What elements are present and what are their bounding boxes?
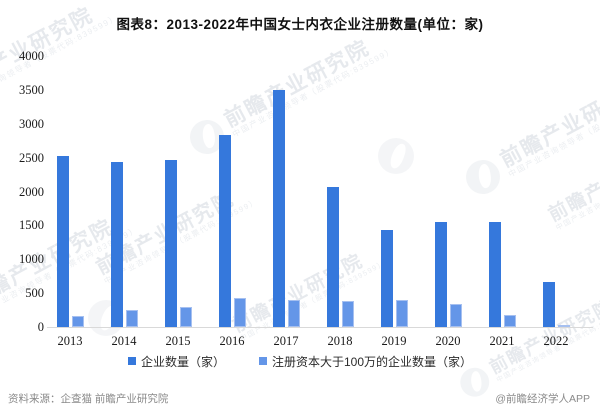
bar-enterprise-count <box>434 222 447 327</box>
bar-group <box>379 56 409 327</box>
bar-enterprise-count <box>272 90 285 327</box>
legend-label: 注册资本大于100万的企业数量（家） <box>271 354 473 369</box>
bar-registered-capital-gt-1m <box>71 316 84 327</box>
bar-registered-capital-gt-1m <box>557 325 570 327</box>
credit-note: @前瞻经济学人APP <box>495 393 590 405</box>
bar-group <box>541 56 571 327</box>
bar-group <box>487 56 517 327</box>
bar-group <box>271 56 301 327</box>
footer: 资料来源：企查猫 前瞻产业研究院 @前瞻经济学人APP <box>0 389 600 409</box>
legend-label: 企业数量（家） <box>140 354 225 369</box>
bar-registered-capital-gt-1m <box>179 307 192 327</box>
bar-enterprise-count <box>56 156 69 327</box>
y-tick-label: 1000 <box>19 252 44 267</box>
y-tick-label: 1500 <box>19 218 44 233</box>
y-tick-label: 4000 <box>19 49 44 63</box>
bar-group <box>433 56 463 327</box>
x-tick-label: 2020 <box>435 334 461 348</box>
bar-group <box>55 56 85 327</box>
bar-enterprise-count <box>164 160 177 327</box>
watermark: 前瞻产业研究院中国产业咨询领导者（股票代码:839599） <box>455 287 600 402</box>
legend-item: 企业数量（家） <box>127 353 225 370</box>
bar-enterprise-count <box>326 187 339 327</box>
x-tick-label: 2018 <box>327 334 353 348</box>
bar-enterprise-count <box>488 222 501 327</box>
y-tick-label: 0 <box>37 320 44 334</box>
x-tick-label: 2016 <box>219 334 245 348</box>
bar-registered-capital-gt-1m <box>341 301 354 327</box>
y-tick-label: 500 <box>25 286 44 301</box>
bar-group <box>163 56 193 327</box>
y-tick-label: 3000 <box>19 116 44 131</box>
bar-group <box>217 56 247 327</box>
bar-group <box>109 56 139 327</box>
bar-registered-capital-gt-1m <box>395 300 408 327</box>
bar-enterprise-count <box>542 282 555 327</box>
watermark-subtext: 中国产业咨询领导者（股票代码:839599） <box>238 258 387 344</box>
bar-registered-capital-gt-1m <box>125 310 138 327</box>
x-axis-baseline <box>47 327 593 328</box>
y-tick-label: 2500 <box>19 150 44 165</box>
x-tick-label: 2019 <box>381 334 407 348</box>
bar-registered-capital-gt-1m <box>287 300 300 327</box>
bar-enterprise-count <box>218 135 231 327</box>
bar-registered-capital-gt-1m <box>503 315 516 327</box>
bar-registered-capital-gt-1m <box>449 304 462 327</box>
source-note: 资料来源：企查猫 前瞻产业研究院 <box>8 393 169 405</box>
y-tick-label: 2000 <box>19 184 44 199</box>
chart-title: 图表8：2013-2022年中国女士内衣企业注册数量(单位：家) <box>116 17 484 32</box>
x-tick-label: 2021 <box>489 334 515 348</box>
bar-group <box>325 56 355 327</box>
x-tick-label: 2013 <box>57 334 83 348</box>
x-tick-label: 2014 <box>111 334 137 348</box>
watermark: 前瞻产业研究院中国产业咨询领导者（股票代码:839599） <box>229 242 387 344</box>
y-tick-label: 3500 <box>19 82 44 97</box>
x-tick-label: 2022 <box>543 334 569 348</box>
watermark-subtext: 中国产业咨询领导者（股票代码:839599） <box>230 45 396 139</box>
x-tick-label: 2015 <box>165 334 191 348</box>
legend-swatch-icon <box>258 357 267 365</box>
legend: 企业数量（家） 注册资本大于100万的企业数量（家） <box>0 353 600 369</box>
bar-enterprise-count <box>110 162 123 327</box>
legend-item: 注册资本大于100万的企业数量（家） <box>258 353 473 370</box>
watermark-text: 前瞻产业研究院 <box>229 250 367 337</box>
x-tick-label: 2017 <box>273 334 299 348</box>
bar-enterprise-count <box>380 230 393 327</box>
legend-swatch-icon <box>127 357 136 365</box>
watermark: 前瞻产业研究院中国产业咨询领导者（股票代码:839599） <box>460 65 600 201</box>
bar-registered-capital-gt-1m <box>233 298 246 327</box>
